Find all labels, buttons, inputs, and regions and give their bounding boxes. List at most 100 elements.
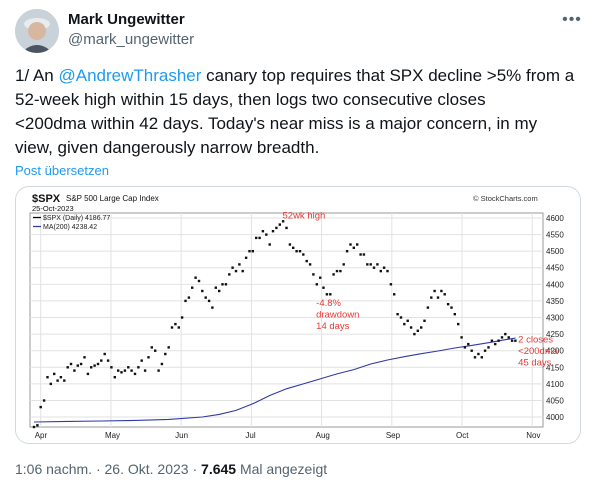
author-handle[interactable]: @mark_ungewitter [68, 31, 195, 48]
price-point [319, 276, 322, 279]
tweet-line-2: 52-week high within 15 days, then logs t… [15, 90, 486, 109]
price-point [96, 362, 100, 366]
post-date[interactable]: 26. Okt. 2023 [104, 461, 189, 477]
y-tick-label: 4500 [546, 247, 564, 256]
price-point [137, 366, 140, 369]
tweet-text: 1/ An @AndrewThrasher canary top require… [15, 64, 590, 160]
price-point [143, 369, 147, 372]
price-point [514, 339, 517, 342]
price-point [258, 236, 261, 240]
y-tick-label: 4000 [546, 413, 564, 422]
y-tick-label: 4450 [546, 264, 564, 273]
price-point [79, 362, 83, 366]
price-point [120, 371, 123, 374]
price-point [332, 273, 335, 276]
y-tick-label: 4100 [546, 380, 564, 389]
price-point [413, 332, 416, 336]
price-point [281, 220, 285, 223]
price-point [483, 349, 487, 352]
price-point [221, 283, 224, 286]
price-point [497, 339, 500, 342]
chart-annotation: 52wk high [283, 211, 326, 222]
price-point [376, 263, 379, 266]
chart-date: 25-Oct-2023 [32, 204, 74, 213]
price-point [312, 273, 315, 276]
price-point [157, 369, 160, 372]
price-point [174, 322, 177, 326]
price-point [403, 322, 406, 326]
x-tick-label: May [105, 431, 120, 440]
price-point [477, 352, 480, 356]
avatar[interactable] [15, 9, 59, 53]
author-name[interactable]: Mark Ungewitter [68, 11, 185, 28]
price-point [83, 356, 86, 359]
price-point [66, 366, 69, 369]
price-point [436, 296, 440, 299]
chart-annotation: <200dma [518, 346, 559, 357]
translate-link[interactable]: Post übersetzen [15, 163, 109, 178]
plot-frame [29, 212, 544, 428]
price-point [382, 266, 386, 269]
view-label: Mal angezeigt [236, 461, 328, 477]
chart-annotation: 45 days [518, 358, 552, 369]
price-point [265, 233, 268, 236]
post-time[interactable]: 1:06 nachm. [15, 461, 93, 477]
price-point [423, 319, 426, 322]
price-point [285, 226, 288, 230]
tweet-line-1-rest: canary top requires that SPX decline >5%… [201, 66, 575, 85]
price-point [409, 326, 413, 329]
chart-image[interactable]: 4000 4050 4100 4150 4200 4250 4300 4350 4400 4450… [15, 186, 581, 444]
price-point [467, 342, 470, 346]
y-tick-label: 4350 [546, 297, 564, 306]
price-point [191, 286, 194, 289]
price-point [255, 236, 258, 240]
y-tick-label: 4150 [546, 363, 564, 372]
price-point [218, 289, 221, 293]
tweet-line-3: <200dma within 42 days. Today's near mis… [15, 114, 538, 133]
price-point [393, 293, 396, 296]
price-point [356, 243, 359, 246]
price-point [359, 253, 362, 256]
price-point [510, 339, 514, 342]
price-point [278, 223, 281, 226]
price-point [295, 250, 298, 253]
price-point [292, 246, 295, 249]
chart-annotation: 14 days [316, 321, 350, 332]
price-point [214, 286, 217, 289]
price-point [268, 243, 271, 246]
price-point [453, 313, 456, 316]
price-point [228, 273, 231, 276]
price-point [352, 246, 355, 249]
x-tick-label: Oct [456, 431, 469, 440]
price-point [349, 243, 352, 246]
price-point [150, 346, 153, 349]
price-point [69, 362, 73, 366]
y-tick-label: 4600 [546, 214, 564, 223]
y-tick-label: 4050 [546, 396, 564, 405]
price-point [211, 306, 214, 309]
price-point [63, 379, 66, 382]
price-point [426, 306, 430, 309]
price-point [106, 359, 110, 362]
tweet-line-4: view, given dangerously narrow breadth. [15, 138, 320, 157]
meta-separator: · [188, 461, 202, 477]
price-point [288, 243, 292, 246]
price-point [261, 230, 265, 233]
stock-chart: 4000 4050 4100 4150 4200 4250 4300 4350 4400 4450… [29, 193, 564, 440]
price-point [450, 306, 453, 309]
watermark: © StockCharts.com [473, 194, 538, 203]
price-point [298, 250, 302, 253]
more-dots-icon[interactable]: ••• [562, 11, 582, 28]
price-point [430, 296, 433, 299]
price-point [339, 269, 342, 273]
price-point [241, 269, 244, 273]
price-point [335, 269, 339, 273]
price-point [362, 253, 366, 256]
price-point [420, 326, 423, 329]
price-point [180, 316, 184, 319]
chart-annotation: 2 closes [518, 334, 553, 345]
price-point [275, 226, 278, 230]
mention-link[interactable]: @AndrewThrasher [58, 66, 202, 85]
price-point [123, 369, 127, 372]
price-point [487, 346, 490, 349]
